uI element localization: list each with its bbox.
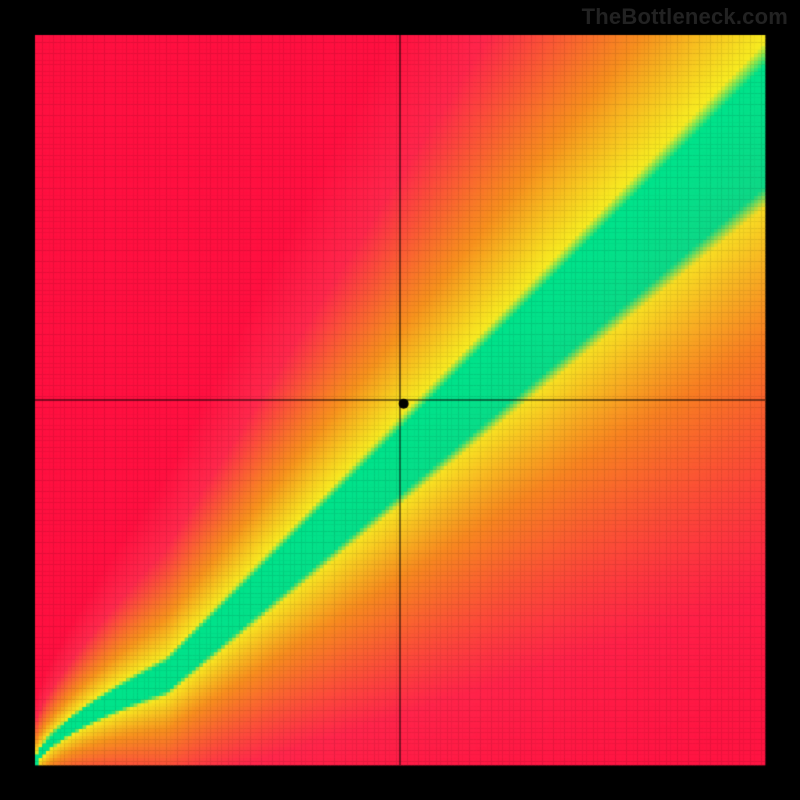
watermark-text: TheBottleneck.com: [582, 4, 788, 30]
bottleneck-heatmap: [0, 0, 800, 800]
chart-container: { "watermark": { "text": "TheBottleneck.…: [0, 0, 800, 800]
